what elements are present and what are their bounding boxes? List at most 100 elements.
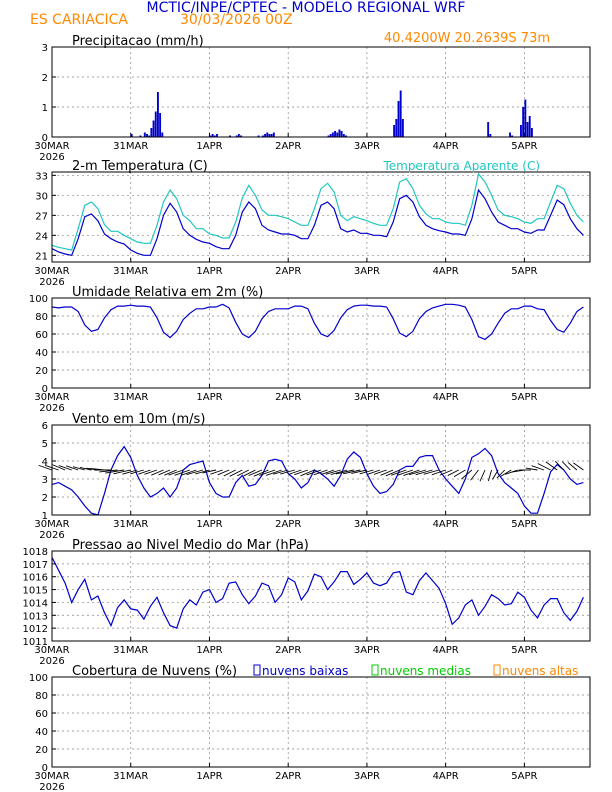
wind-y-tick-label: 1 (42, 511, 48, 522)
precip-bar (237, 134, 240, 137)
humidity-x-year-label: 2026 (39, 403, 64, 414)
wind-arrow (531, 465, 545, 471)
temp-legend-apparent: Temperatura Aparente (C) (382, 159, 540, 173)
clouds-y-tick-label: 0 (42, 763, 48, 774)
precip-bar (397, 101, 400, 137)
humidity-x-tick-label: 4APR (433, 392, 459, 403)
precip-bar (152, 120, 155, 137)
precip-bar (509, 132, 511, 137)
temp-series-line-1 (51, 172, 584, 251)
pressure-y-tick-label: 1012 (23, 624, 48, 635)
precip-bar (161, 132, 164, 137)
cloud-legend-label: nuvens baixas (262, 664, 348, 678)
pressure-x-tick-label: 5APR (511, 645, 537, 656)
figure-title: MCTIC/INPE/CPTEC - MODELO REGIONAL WRF (147, 0, 466, 16)
humidity-y-tick-label: 60 (35, 330, 48, 341)
wind-arrow (99, 469, 118, 473)
wind-arrow (325, 469, 341, 475)
precip-bar (261, 135, 264, 137)
clouds-x-tick-label: 2APR (275, 771, 301, 782)
precip-title: Precipitacao (mm/h) (72, 34, 204, 49)
wind-arrow (479, 469, 486, 482)
wind-y-tick-label: 5 (42, 439, 48, 450)
wind-frame (51, 424, 591, 516)
wind-arrow (113, 469, 131, 475)
precip-bar (266, 132, 269, 137)
precip-bar (235, 135, 238, 137)
wind-arrow (461, 469, 473, 480)
clouds-y-tick-label: 40 (35, 727, 48, 738)
wind-arrow (447, 469, 459, 476)
wind-arrow (164, 469, 177, 476)
precip-bar (130, 134, 133, 137)
wind-arrow (439, 469, 453, 476)
clouds-panel: 30MAR 31MAR 1APR 2APR 3APR 4APR 5APR 2026 0 20 40 6… (29, 664, 591, 792)
wind-arrow (210, 469, 223, 475)
temp-x-tick-label: 4APR (433, 266, 459, 277)
wind-arrow (243, 469, 256, 477)
temp-y-tick-label: 30 (35, 191, 48, 202)
humidity-y-tick-label: 0 (42, 384, 48, 395)
wind-arrow (151, 469, 164, 476)
wind-arrow (415, 469, 433, 476)
humidity-y-tick-label: 100 (29, 294, 48, 305)
wind-y-tick-label: 3 (42, 475, 48, 486)
humidity-x-tick-label: 2APR (275, 392, 301, 403)
wind-y-tick-label: 6 (42, 421, 48, 432)
precip-bar (336, 132, 339, 137)
pressure-x-tick-label: 31MAR (113, 645, 148, 656)
humidity-y-tick-label: 80 (35, 312, 48, 323)
wind-arrow (496, 469, 506, 479)
wind-arrow (397, 469, 414, 476)
precip-bar (345, 135, 347, 137)
wind-arrow (391, 469, 407, 476)
wind-arrow (202, 469, 217, 474)
wind-y-tick-label: 2 (42, 493, 48, 504)
wind-x-tick-label: 2APR (275, 519, 301, 530)
temp-series-line-0 (51, 188, 584, 256)
precip-x-tick-label: 1APR (196, 141, 222, 152)
wind-arrow (158, 469, 171, 476)
clouds-y-tick-label: 20 (35, 745, 48, 756)
temp-frame (51, 171, 591, 263)
precip-bar (268, 134, 271, 137)
humidity-frame (51, 297, 591, 389)
pressure-series-line (51, 557, 584, 629)
wind-arrow (385, 469, 400, 477)
precip-x-tick-label: 3APR (354, 141, 380, 152)
precip-bar (229, 135, 232, 137)
temp-panel: 30MAR 31MAR 1APR 2APR 3APR 4APR 5APR 2026 21 24 27… (34, 159, 591, 288)
precip-bar (401, 119, 404, 137)
pressure-x-tick-label: 4APR (433, 645, 459, 656)
coords-label: 40.4200W 20.2639S 73m (384, 31, 550, 46)
wind-arrow (408, 469, 427, 476)
location-label: ES CARIACICA (30, 12, 128, 28)
wind-arrow (423, 469, 440, 475)
precip-bar (270, 134, 273, 137)
pressure-x-tick-label: 1APR (196, 645, 222, 656)
precip-x-tick-label: 5APR (511, 141, 537, 152)
precip-x-year-label: 2026 (39, 152, 64, 163)
precip-bar (526, 122, 529, 137)
wind-arrow (217, 469, 230, 476)
precip-bar (211, 134, 214, 137)
precip-bar (395, 119, 398, 137)
wind-arrow (373, 469, 387, 475)
precip-bar (520, 125, 522, 137)
humidity-x-tick-label: 31MAR (113, 392, 148, 403)
clouds-x-tick-label: 3APR (354, 771, 380, 782)
precip-bar (524, 99, 527, 137)
clouds-x-year-label: 2026 (39, 782, 64, 792)
wind-arrow (288, 469, 302, 475)
wind-x-tick-label: 4APR (433, 519, 459, 530)
precip-bar (331, 132, 334, 137)
cloud-legend-swatch (253, 664, 261, 676)
wind-arrow (567, 462, 578, 471)
wind-arrow (500, 469, 512, 477)
humidity-x-tick-label: 3APR (354, 392, 380, 403)
pressure-x-tick-label: 30MAR (34, 645, 69, 656)
precip-y-tick-label: 2 (42, 73, 48, 84)
humidity-series-line (51, 303, 584, 341)
wind-arrow (359, 469, 374, 475)
